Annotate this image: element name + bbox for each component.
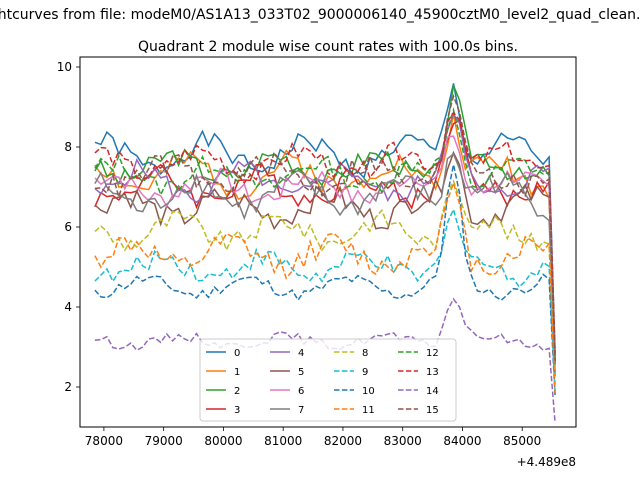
x-tick-label: 80000	[204, 434, 242, 448]
series-line-6	[94, 135, 556, 366]
y-axis: 2 4 6 8 10	[57, 60, 80, 394]
y-tick-label: 8	[64, 140, 72, 154]
series-line-9	[94, 207, 556, 394]
x-tick-label: 85000	[503, 434, 541, 448]
legend-label-5: 5	[298, 367, 304, 378]
legend-label-13: 13	[426, 367, 439, 378]
series-line-0	[94, 83, 556, 354]
series-line-15	[94, 93, 556, 361]
y-tick-label: 10	[57, 60, 72, 74]
legend-label-10: 10	[362, 386, 375, 397]
legend-label-2: 2	[234, 386, 240, 397]
legend-label-8: 8	[362, 348, 368, 359]
series-line-13	[94, 111, 556, 353]
axes-frame	[79, 56, 577, 428]
x-axis: 78000 79000 80000 81000 82000 83000 84000 85000	[85, 427, 541, 448]
x-tick-label: 83000	[384, 434, 422, 448]
legend-label-7: 7	[298, 405, 304, 416]
legend-label-3: 3	[234, 405, 240, 416]
series-line-10	[94, 164, 556, 397]
series-line-8	[94, 179, 556, 385]
legend-label-9: 9	[362, 367, 368, 378]
x-offset-label: +4.489e8	[517, 455, 576, 469]
series-line-4	[94, 112, 556, 360]
series-line-12	[94, 107, 556, 361]
x-tick-label: 81000	[264, 434, 302, 448]
legend-label-12: 12	[426, 348, 439, 359]
legend-label-1: 1	[234, 367, 240, 378]
legend-label-15: 15	[426, 405, 439, 416]
legend-label-11: 11	[362, 405, 375, 416]
legend-box	[199, 338, 457, 422]
x-tick-label: 78000	[85, 434, 123, 448]
legend-label-0: 0	[234, 348, 240, 359]
y-tick-label: 6	[64, 220, 72, 234]
x-tick-label: 79000	[145, 434, 183, 448]
series-line-5	[94, 150, 556, 377]
chart-title: Quadrant 2 module wise count rates with …	[138, 39, 518, 55]
plot-area	[94, 82, 556, 423]
x-tick-label: 82000	[324, 434, 362, 448]
legend-label-4: 4	[298, 348, 304, 359]
series-line-7	[94, 152, 556, 364]
y-tick-label: 4	[64, 300, 72, 314]
x-tick-label: 84000	[443, 434, 481, 448]
figure-suptitle: Lightcurves from file: modeM0/AS1A13_033…	[0, 7, 640, 23]
series-line-11	[94, 180, 556, 393]
y-tick-label: 2	[64, 380, 72, 394]
legend-label-6: 6	[298, 386, 304, 397]
legend-label-14: 14	[426, 386, 439, 397]
